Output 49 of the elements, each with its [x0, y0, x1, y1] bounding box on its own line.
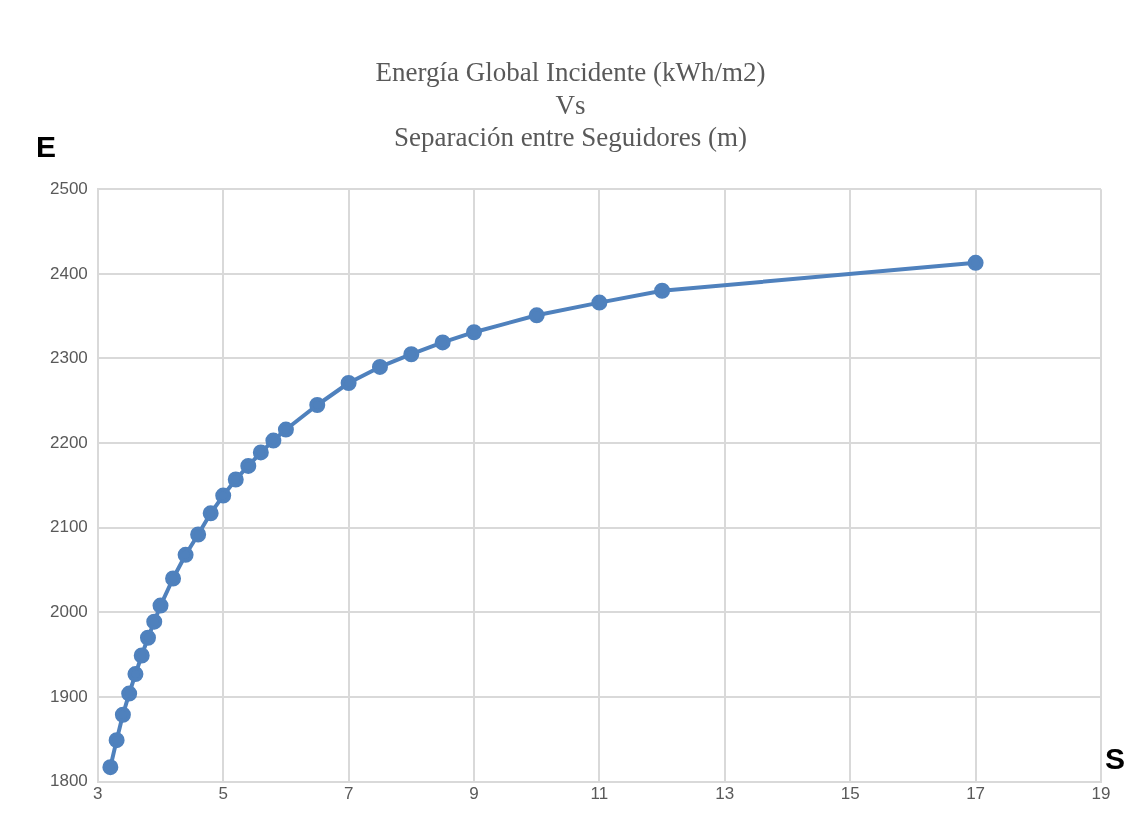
y-tick-label: 2000 — [49, 602, 88, 622]
point — [340, 375, 357, 391]
x-axis-title: S — [1105, 742, 1126, 776]
x-tick-label: 3 — [93, 784, 103, 804]
point — [139, 629, 156, 646]
point — [114, 706, 131, 723]
point — [202, 505, 219, 522]
y-tick-label: 2400 — [49, 263, 88, 283]
point — [146, 613, 163, 630]
x-tick-label: 5 — [218, 784, 228, 804]
point — [240, 457, 257, 474]
x-tick-label: 19 — [1091, 784, 1111, 804]
x-tick-label: 15 — [840, 784, 860, 804]
point — [102, 759, 119, 776]
point — [466, 324, 483, 341]
point — [309, 397, 326, 413]
chart-title: Energía Global Incidente (kWh/m2) Vs Separación entre Seguidores (m) — [375, 57, 766, 153]
point — [121, 685, 138, 702]
point — [127, 666, 144, 683]
point — [133, 647, 150, 664]
point — [654, 282, 671, 299]
point — [277, 421, 294, 438]
x-tick-label: 17 — [966, 784, 986, 804]
point — [165, 570, 182, 587]
x-tick-label: 13 — [715, 784, 735, 804]
y-tick-label: 2500 — [49, 178, 88, 198]
point — [265, 432, 282, 449]
y-tick-label: 1900 — [49, 686, 88, 706]
y-axis-title: E — [36, 130, 57, 164]
point — [434, 334, 451, 351]
point — [215, 487, 232, 504]
y-tick-label: 2300 — [49, 348, 88, 368]
point — [403, 346, 420, 363]
point — [371, 358, 388, 375]
point — [108, 732, 125, 749]
y-tick-label: 2100 — [49, 517, 88, 537]
y-tick-label: 1800 — [49, 771, 88, 791]
point — [591, 294, 608, 311]
point — [252, 444, 269, 461]
x-tick-label: 7 — [343, 784, 354, 804]
x-tick-label: 9 — [469, 784, 479, 804]
point — [227, 471, 244, 488]
point — [967, 254, 984, 271]
point — [177, 546, 194, 563]
x-tick-label: 11 — [590, 784, 609, 804]
y-tick-label: 2200 — [49, 432, 88, 452]
point — [528, 307, 545, 324]
point — [190, 526, 207, 543]
point — [152, 597, 169, 614]
